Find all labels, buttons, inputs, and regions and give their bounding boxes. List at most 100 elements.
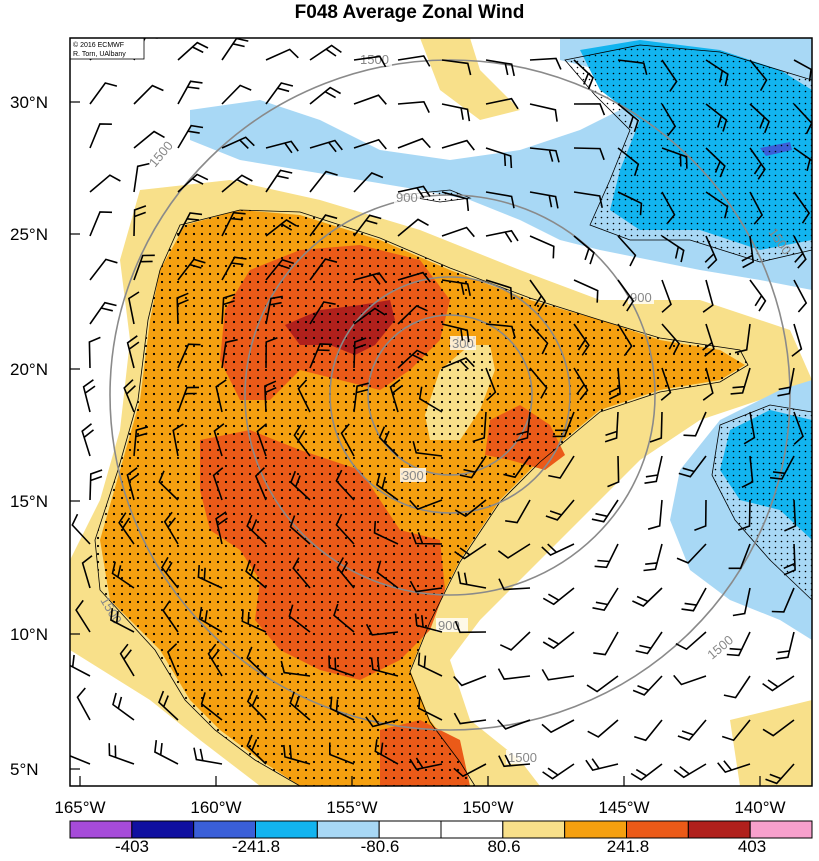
- wind-barb: [89, 174, 121, 193]
- wind-barb: [541, 543, 575, 557]
- wind-barb: [791, 323, 803, 357]
- significance-stipple: [564, 44, 812, 263]
- wind-barb: [417, 652, 443, 677]
- wind-barb: [793, 147, 812, 175]
- wind-barb: [529, 235, 555, 259]
- wind-barb: [485, 229, 519, 243]
- wind-barb: [123, 379, 136, 413]
- wind-barb: [705, 147, 726, 178]
- colorbar-swatch: [749, 820, 813, 839]
- wind-barb: [411, 532, 443, 545]
- wind-barb: [353, 138, 387, 150]
- wind-barb: [441, 226, 475, 238]
- wind-barb: [163, 511, 179, 545]
- wind-barb: [793, 59, 812, 82]
- wind-barb: [673, 763, 707, 779]
- wind-barb: [265, 295, 283, 325]
- wind-barb: [375, 472, 399, 501]
- wind-barb: [397, 137, 431, 149]
- wind-barb: [771, 587, 795, 613]
- wind-barb: [397, 218, 429, 237]
- wind-barb: [373, 520, 399, 545]
- wind-barb: [133, 205, 147, 237]
- wind-barb: [661, 279, 672, 313]
- wind-barb: [441, 323, 470, 343]
- wind-barb: [485, 191, 515, 209]
- wind-barb: [172, 423, 184, 457]
- wind-barb: [177, 258, 206, 281]
- wind-barb: [677, 719, 707, 741]
- wind-barb: [353, 55, 387, 68]
- wind-barb: [309, 170, 338, 193]
- wind-barb: [154, 740, 179, 765]
- wind-barb: [497, 668, 531, 680]
- wind-barb: [336, 557, 355, 589]
- significance-stipple: [711, 404, 812, 601]
- wind-barb: [370, 657, 399, 677]
- wind-barb: [309, 258, 338, 281]
- wind-barb: [749, 191, 764, 225]
- wind-barb: [335, 469, 355, 501]
- wind-barb: [683, 411, 707, 437]
- wind-barb: [162, 600, 179, 633]
- wind-barb: [81, 555, 93, 589]
- lat-label: 20°N: [10, 360, 48, 379]
- wind-barb: [573, 323, 590, 356]
- wind-barb: [586, 675, 619, 693]
- ring-300: [329, 276, 571, 514]
- significance-stipple: [94, 209, 749, 786]
- wind-barb: [661, 147, 688, 169]
- wind-barb: [717, 760, 751, 774]
- wind-barb: [617, 103, 640, 133]
- wind-barb: [775, 631, 795, 660]
- wind-barb: [207, 643, 223, 677]
- lat-label: 25°N: [10, 225, 48, 244]
- wind-barb: [769, 455, 795, 480]
- wind-barb: [221, 338, 238, 369]
- wind-barb: [594, 543, 619, 569]
- wind-barb: [749, 147, 766, 180]
- wind-barb: [529, 191, 559, 209]
- wind-barb: [119, 643, 135, 677]
- wind-barb: [485, 279, 513, 300]
- wind-barb: [378, 426, 399, 457]
- wind-barb: [705, 59, 729, 87]
- colorbar-swatch: [626, 820, 689, 839]
- wind-barb: [441, 191, 470, 211]
- wind-barb: [454, 499, 487, 518]
- wind-barb: [221, 293, 236, 325]
- wind-barb: [459, 455, 487, 479]
- wind-barb: [485, 323, 516, 339]
- wind-barb: [193, 747, 223, 765]
- wind-barb: [793, 411, 804, 445]
- wind-barb: [765, 763, 795, 785]
- wind-barb: [741, 455, 754, 489]
- wind-barbs: [70, 38, 812, 785]
- wind-barb: [221, 174, 253, 193]
- wind-barb: [441, 103, 471, 122]
- wind-barb: [529, 367, 548, 399]
- wind-barb: [441, 279, 471, 296]
- wind-barb: [414, 613, 443, 633]
- wind-barb: [108, 743, 135, 765]
- wind-barb: [221, 211, 246, 237]
- wind-barb: [89, 258, 118, 281]
- wind-barb: [721, 719, 751, 742]
- wind-barb: [573, 367, 589, 401]
- colorbar-tick-label: 403: [738, 837, 766, 856]
- wind-barb: [126, 335, 140, 369]
- ring-1500: [109, 59, 791, 731]
- wind-barb: [608, 367, 621, 400]
- wind-barb: [333, 603, 355, 633]
- wind-barb: [529, 103, 558, 122]
- wind-barb: [643, 543, 663, 572]
- wind-barb: [75, 599, 91, 633]
- lon-label: 165°W: [54, 798, 105, 817]
- wind-barb: [71, 513, 91, 545]
- colorbar-tick-label: -403: [115, 837, 149, 856]
- wind-barb: [453, 675, 487, 687]
- wind-barb: [328, 655, 355, 677]
- wind-barb: [762, 675, 795, 692]
- wind-barb: [133, 254, 155, 281]
